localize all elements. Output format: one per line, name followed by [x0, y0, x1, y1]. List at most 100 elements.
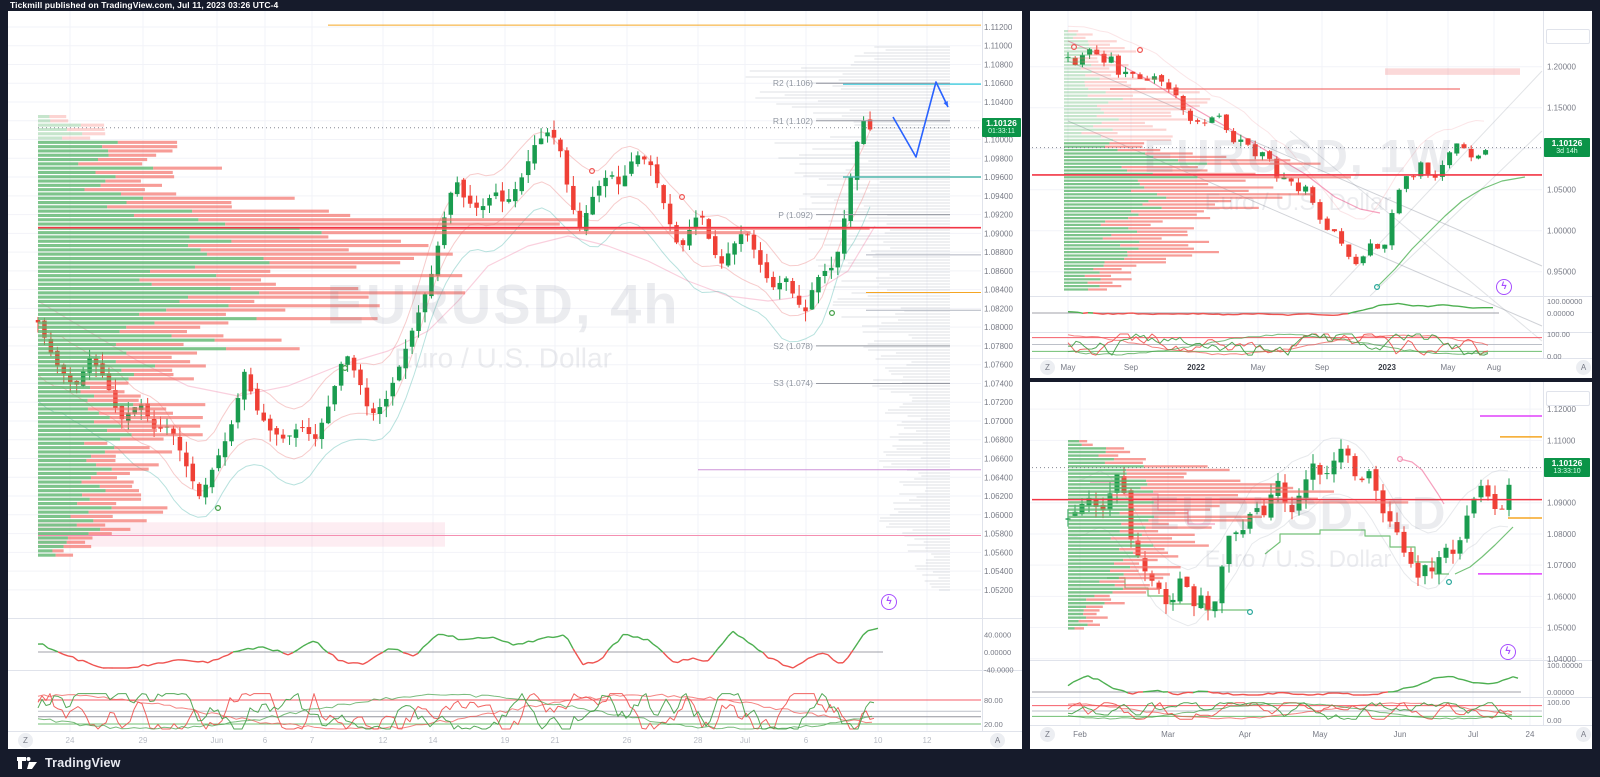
- price-tick-label: 1.09400: [984, 192, 1013, 201]
- price-tick-label: 1.08800: [984, 248, 1013, 257]
- time-axis: May Sep 2022 May Sep 2023 May Aug: [1060, 363, 1501, 372]
- pivot-label: R2 (1.106): [772, 78, 813, 89]
- auto-scale-button[interactable]: A: [1576, 360, 1591, 375]
- price-tick-label: 1.08600: [984, 267, 1013, 276]
- price-tick-label: 1.12000: [1547, 405, 1576, 414]
- signal-markers: [1247, 455, 1453, 616]
- svg-text:100.00000: 100.00000: [1547, 661, 1582, 670]
- axis-settings-box[interactable]: [1546, 391, 1590, 406]
- candles: [1065, 45, 1489, 266]
- price-tick-label: 1.09200: [984, 211, 1013, 220]
- pivot-label: S3 (1.074): [773, 378, 813, 389]
- chart-panel-eurusd-1d[interactable]: 100.00000 0.00000 100.00 0.00 1.12000 1.11000…: [1030, 382, 1592, 749]
- indicator-stochastic: 100.00 0.00: [1032, 698, 1570, 725]
- axis-settings-box[interactable]: [1546, 29, 1590, 44]
- price-tick-label: 1.06000: [984, 511, 1013, 520]
- time-tick-label: 6: [804, 736, 809, 745]
- time-tick-label: 26: [623, 736, 632, 745]
- price-axis: 1.12000 1.11000 1.09000 1.08000 1.07000 1.060…: [1547, 405, 1576, 664]
- time-tick-label: Jul: [740, 736, 750, 745]
- price-tick-label: 1.07400: [984, 379, 1013, 388]
- time-tick-label: 19: [501, 736, 510, 745]
- projection-arrow: [892, 81, 949, 158]
- price-tick-label: 1.07000: [1547, 561, 1576, 570]
- time-tick-label: Aug: [1487, 363, 1501, 372]
- chart-panel-eurusd-4h[interactable]: 40.0000 0.00000 -40.0000 80.00 20.00 1.05200 1…: [8, 11, 1022, 749]
- chart-panel-eurusd-1w[interactable]: 100.00000 0.00000 100.00 0.00 1.20000 1.15000…: [1030, 11, 1592, 378]
- pivot-label: R1 (1.102): [772, 115, 813, 126]
- horizontal-lines: [1032, 415, 1542, 575]
- time-tick-label: 28: [694, 736, 703, 745]
- time-tick-label: Sep: [1124, 363, 1139, 372]
- bar-countdown: 13:33:10: [1553, 467, 1581, 475]
- time-tick-label: May: [1250, 363, 1265, 372]
- indicator-stochastic: 80.00 20.00: [37, 693, 1003, 730]
- price-tick-label: 1.20000: [1547, 63, 1576, 72]
- price-tick-label: 1.04000: [1547, 655, 1576, 664]
- price-tick-label: 1.10800: [984, 60, 1013, 69]
- last-price-label-1w: 1.10126 3d 14h: [1544, 137, 1590, 157]
- tradingview-brand-link[interactable]: TradingView: [45, 756, 121, 770]
- time-tick-label: Jun: [1394, 730, 1407, 739]
- auto-scale-button[interactable]: A: [1576, 727, 1591, 742]
- price-tick-label: 1.08000: [984, 323, 1013, 332]
- price-tick-label: 1.00000: [1547, 227, 1576, 236]
- price-tick-label: 1.08200: [984, 304, 1013, 313]
- time-tick-label: 24: [1526, 730, 1535, 739]
- time-tick-label: 2022: [1187, 363, 1205, 372]
- chart-canvas-1w[interactable]: 100.00000 0.00000 100.00 0.00 1.20000 1.15000…: [1030, 11, 1592, 378]
- price-tick-label: 1.11000: [984, 42, 1013, 51]
- price-tick-label: 1.05400: [984, 567, 1013, 576]
- indicator-stochastic: 100.00 0.00: [1032, 330, 1570, 361]
- time-tick-label: 29: [139, 736, 148, 745]
- time-tick-label: 2023: [1378, 363, 1396, 372]
- publish-banner: Tickmill published on TradingView.com, J…: [10, 0, 279, 10]
- svg-text:100.00: 100.00: [1547, 698, 1570, 707]
- flash-indicator-icon[interactable]: ϟ: [1500, 644, 1516, 660]
- time-tick-label: Sep: [1315, 363, 1330, 372]
- pivot-levels: [816, 82, 950, 384]
- time-tick-label: 24: [66, 736, 75, 745]
- indicator-oscillator: 100.00000 0.00000: [1032, 661, 1582, 697]
- price-tick-label: 1.05600: [984, 548, 1013, 557]
- pane-separators: [1030, 382, 1592, 726]
- price-tick-label: 1.11000: [1547, 436, 1576, 445]
- price-tick-label: 1.08000: [1547, 530, 1576, 539]
- svg-text:0.00000: 0.00000: [1547, 309, 1574, 318]
- price-tick-label: 1.08400: [984, 286, 1013, 295]
- zoom-out-button[interactable]: Z: [1040, 727, 1055, 742]
- time-tick-label: 14: [429, 736, 438, 745]
- last-price-value: 1.10126: [1551, 137, 1583, 148]
- time-tick-label: 21: [551, 736, 560, 745]
- indicator-oscillator: 40.0000 0.00000 -40.0000: [37, 627, 1014, 675]
- auto-scale-button[interactable]: A: [990, 733, 1005, 748]
- zoom-out-button[interactable]: Z: [1040, 360, 1055, 375]
- price-tick-label: 1.15000: [1547, 104, 1576, 113]
- price-tick-label: 1.07200: [984, 398, 1013, 407]
- price-tick-label: 1.06200: [984, 492, 1013, 501]
- time-axis: Feb Mar Apr May Jun Jul 24: [1073, 730, 1535, 739]
- last-price-value: 1.10126: [986, 117, 1017, 128]
- price-tick-label: 1.07800: [984, 342, 1013, 351]
- tradingview-logo-icon[interactable]: [16, 756, 38, 770]
- svg-text:80.00: 80.00: [984, 696, 1003, 705]
- volume-profile-gray: [745, 46, 950, 591]
- bar-countdown: 3d 14h: [1556, 147, 1578, 155]
- time-tick-label: May: [1312, 730, 1327, 739]
- price-tick-label: 1.05200: [984, 586, 1013, 595]
- flash-indicator-icon[interactable]: ϟ: [881, 594, 897, 610]
- zoom-out-button[interactable]: Z: [18, 733, 33, 748]
- time-tick-label: Jul: [1468, 730, 1478, 739]
- last-price-label-4h: 1.10126 01:33:11: [982, 117, 1021, 137]
- horizontal-lines: [38, 24, 981, 536]
- price-axis: 1.20000 1.15000 1.05000 1.00000 0.95000: [1547, 63, 1576, 277]
- time-tick-label: May: [1060, 363, 1075, 372]
- flash-indicator-icon[interactable]: ϟ: [1496, 279, 1512, 295]
- price-tick-label: 1.06800: [984, 436, 1013, 445]
- horizontal-lines: [1032, 88, 1542, 176]
- price-tick-label: 1.07000: [984, 417, 1013, 426]
- volume-profile: [1064, 30, 1351, 291]
